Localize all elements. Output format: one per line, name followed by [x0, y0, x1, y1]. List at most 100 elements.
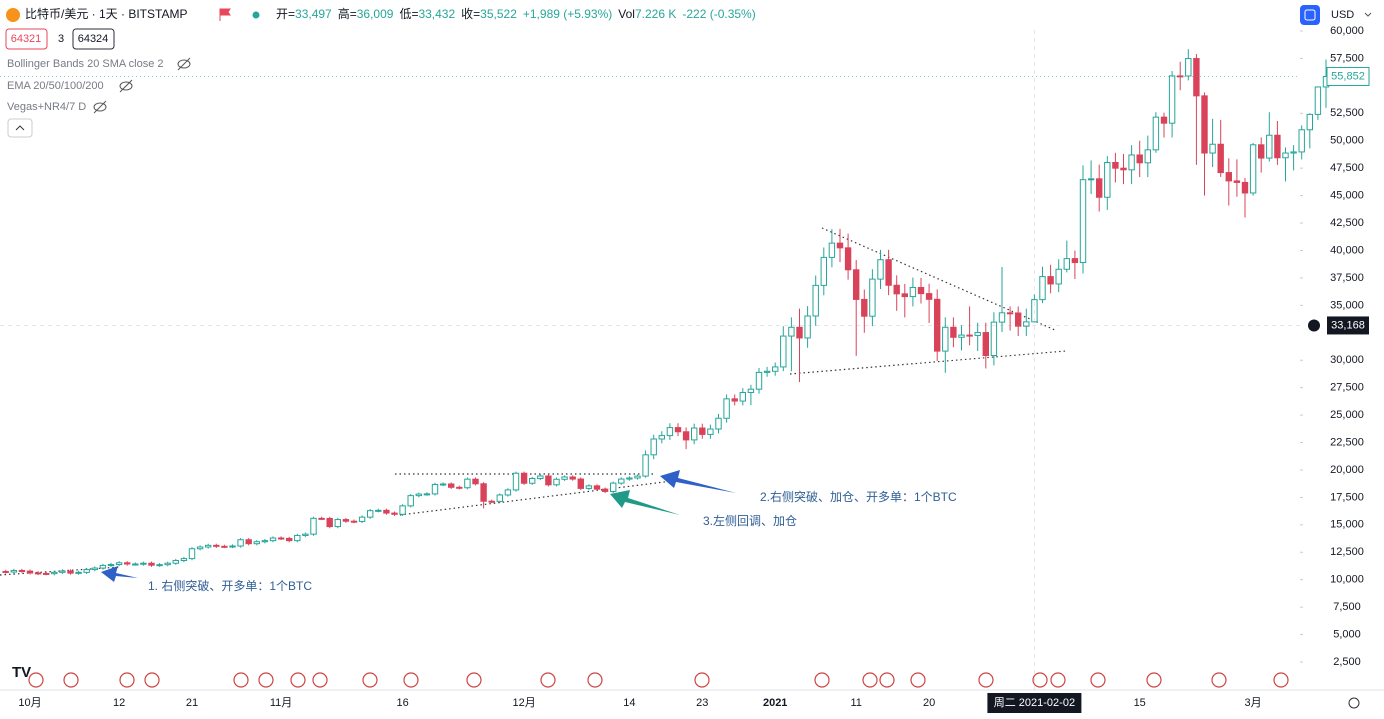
y-tick-label: 25,000 — [1330, 409, 1364, 421]
candle-body — [350, 520, 358, 523]
indicator[interactable]: Vegas+NR4/7 D — [7, 101, 86, 113]
candle-body — [504, 489, 512, 496]
candle-body — [1290, 151, 1297, 154]
candle-body — [132, 563, 139, 566]
y-tick-label: 47,500 — [1330, 162, 1364, 174]
candle-body — [148, 562, 155, 566]
x-tick-label: 20 — [923, 697, 935, 709]
candle-body — [277, 537, 285, 540]
candle-body — [699, 427, 706, 435]
icon-glyph — [1304, 9, 1316, 21]
settings-icon[interactable] — [1348, 697, 1360, 709]
candle-body — [302, 533, 309, 536]
candle-body — [869, 278, 876, 317]
candle-body — [958, 334, 965, 338]
candle-body — [925, 293, 933, 300]
candle-body — [512, 472, 520, 491]
candle-body — [213, 544, 220, 547]
candle-body — [1006, 312, 1014, 315]
candle-body — [83, 569, 90, 573]
candle-body — [310, 517, 317, 535]
candle-body — [1055, 268, 1062, 285]
candle-body — [1274, 134, 1281, 159]
icon-button[interactable] — [1300, 5, 1320, 25]
ohlc-legend: 开=33,497 高=36,009 低=33,432 收=35,522 +1,989 (… — [276, 6, 756, 21]
eye-icons — [93, 57, 191, 114]
candle-body — [650, 438, 657, 456]
candle-body — [990, 321, 998, 356]
candle-body — [334, 519, 342, 528]
x-tick-label: 10月 — [18, 697, 41, 709]
add-alert[interactable] — [1308, 319, 1320, 332]
candle-body — [115, 562, 123, 566]
candle-body — [788, 326, 795, 337]
indicator[interactable]: EMA 20/50/100/200 — [7, 80, 104, 92]
candle-body — [1209, 143, 1216, 154]
candle-body — [342, 519, 350, 522]
candle-body — [1096, 178, 1103, 198]
candle-body — [715, 417, 722, 430]
candle-body — [1031, 299, 1038, 323]
candle-body — [423, 493, 431, 496]
buy-button[interactable] — [72, 28, 115, 50]
candle-body — [480, 483, 487, 502]
candle-body — [1282, 152, 1289, 159]
collapse-button[interactable] — [7, 118, 33, 138]
last-price: 55,852 — [1331, 70, 1365, 82]
candle-body — [456, 486, 463, 489]
sell-button[interactable] — [5, 28, 48, 50]
candle-body — [877, 259, 884, 280]
candle-body — [1079, 179, 1087, 264]
sell-price: 64321 — [11, 33, 42, 45]
y-tick-label: 60,000 — [1330, 25, 1364, 37]
candle-body — [245, 539, 252, 545]
candle-body — [585, 485, 593, 489]
indicator[interactable]: Bollinger Bands 20 SMA close 2 — [7, 58, 164, 70]
candle-body — [1201, 95, 1208, 154]
y-tick-label: 22,500 — [1330, 436, 1364, 448]
candle-body — [934, 298, 941, 352]
candle-body — [383, 509, 390, 514]
candle-body — [67, 570, 74, 574]
candle-body — [626, 477, 633, 480]
candle-body — [2, 570, 9, 573]
coin-icon — [6, 8, 20, 22]
currency[interactable]: USD — [1331, 9, 1354, 21]
candle-body — [804, 315, 811, 339]
crosshair-price-box — [1327, 316, 1369, 335]
candle-body — [909, 286, 917, 298]
candle-body — [828, 242, 836, 258]
candle-body — [812, 284, 819, 317]
y-tick-label: 57,500 — [1330, 52, 1364, 64]
candle-body — [561, 476, 568, 480]
candle-body — [1039, 276, 1046, 301]
candle-body — [998, 312, 1006, 323]
candle-body — [1193, 58, 1200, 97]
candle-body — [196, 546, 204, 550]
candle-body — [1233, 180, 1241, 183]
candle-body — [367, 510, 374, 518]
candle-body — [707, 428, 714, 435]
candle-body — [91, 567, 98, 571]
arrow — [660, 470, 736, 493]
legend-label: 开= — [276, 7, 295, 21]
candle-body — [950, 326, 957, 338]
candle-body — [488, 500, 495, 503]
candle-body — [375, 509, 382, 512]
candle-body — [739, 391, 746, 402]
candle-body — [1241, 181, 1249, 194]
candle-body — [26, 570, 34, 574]
candle-body — [253, 541, 261, 545]
candle-body — [156, 564, 163, 567]
candle-body — [431, 483, 439, 495]
crosshair-date: 周二 2021-02-02 — [994, 696, 1075, 709]
x-tick-label: 2021 — [763, 697, 787, 709]
candle-body — [1217, 143, 1224, 174]
candle-body — [674, 427, 682, 433]
candle-body — [885, 259, 892, 286]
candle-body — [318, 517, 325, 520]
legend-value: 33,497 — [295, 7, 332, 21]
candle-body — [34, 572, 42, 575]
candle-body — [269, 537, 277, 542]
